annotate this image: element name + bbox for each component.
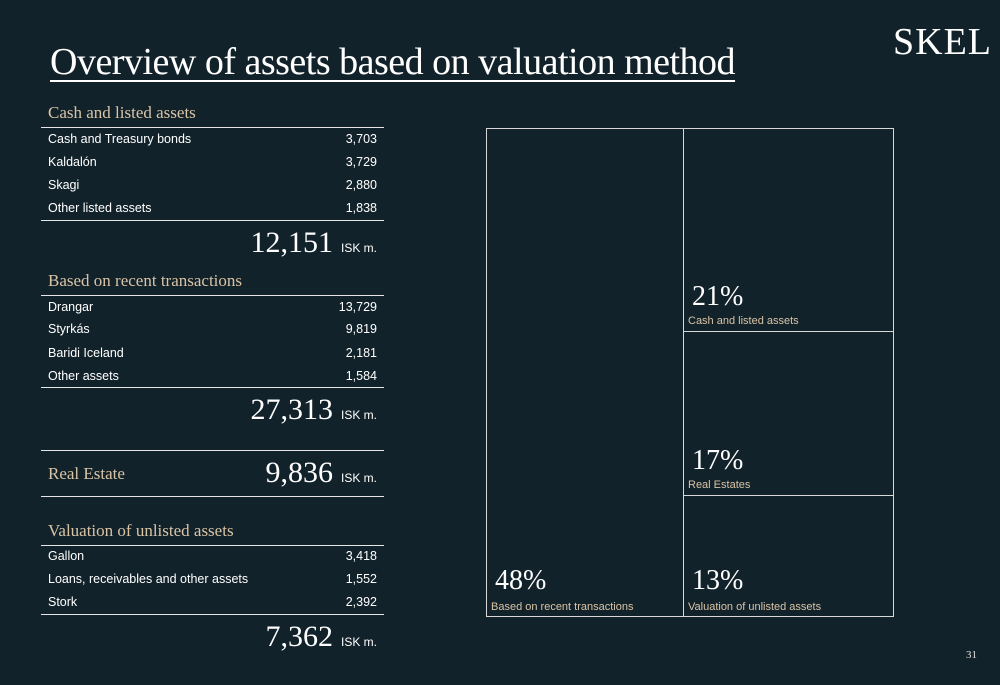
- row-label: Styrkás: [48, 322, 90, 336]
- row-value: 13,729: [338, 300, 377, 314]
- row-label: Drangar: [48, 300, 94, 314]
- divider: [41, 450, 384, 451]
- row-label: Skagi: [48, 178, 80, 192]
- total-unit: ISK m.: [340, 635, 377, 649]
- row-label: Gallon: [48, 549, 85, 563]
- row-label: Stork: [48, 595, 78, 609]
- table-row: Stork 2,392: [48, 591, 377, 613]
- real-estate-total: 9,836 ISK m.: [265, 456, 377, 490]
- table-row: Loans, receivables and other assets 1,55…: [48, 568, 377, 590]
- cash-section-title: Cash and listed assets: [48, 103, 196, 122]
- cell-label: Real Estates: [688, 479, 751, 491]
- total-unit: ISK m.: [340, 241, 377, 255]
- table-row: Kaldalón 3,729: [48, 151, 377, 173]
- table-row: Drangar 13,729: [48, 296, 377, 318]
- cash-total: 12,151 ISK m.: [250, 226, 377, 260]
- page-number: 31: [966, 649, 977, 661]
- row-value: 2,880: [345, 178, 377, 192]
- total-unit: ISK m.: [340, 471, 377, 485]
- row-label: Baridi Iceland: [48, 346, 124, 360]
- row-value: 3,729: [345, 155, 377, 169]
- cell-label: Based on recent transactions: [491, 601, 634, 613]
- divider: [41, 545, 384, 546]
- row-value: 1,552: [345, 572, 377, 586]
- total-unit: ISK m.: [340, 408, 377, 422]
- company-logo: SKEL: [893, 21, 992, 63]
- total-value: 12,151: [250, 226, 333, 259]
- recent-total: 27,313 ISK m.: [250, 393, 377, 427]
- treemap-cell-recent-transactions: 48% Based on recent transactions: [487, 129, 684, 616]
- page-title: Overview of assets based on valuation me…: [50, 41, 736, 83]
- row-label: Kaldalón: [48, 155, 97, 169]
- treemap-cell-unlisted: 13% Valuation of unlisted assets: [684, 496, 893, 616]
- table-row: Cash and Treasury bonds 3,703: [48, 128, 377, 150]
- total-value: 27,313: [250, 393, 333, 426]
- divider: [41, 220, 384, 221]
- unlisted-section-title: Valuation of unlisted assets: [48, 521, 234, 540]
- table-row: Other listed assets 1,838: [48, 197, 377, 219]
- row-value: 2,392: [345, 595, 377, 609]
- row-value: 1,838: [345, 201, 377, 215]
- total-value: 9,836: [265, 456, 333, 489]
- table-row: Skagi 2,880: [48, 174, 377, 196]
- cell-percent: 21%: [692, 281, 744, 312]
- recent-section-title: Based on recent transactions: [48, 271, 243, 290]
- row-label: Other assets: [48, 369, 119, 383]
- table-row: Baridi Iceland 2,181: [48, 342, 377, 364]
- divider: [41, 295, 384, 296]
- divider: [41, 387, 384, 388]
- table-row: Gallon 3,418: [48, 545, 377, 567]
- treemap-cell-real-estates: 17% Real Estates: [684, 332, 893, 496]
- cell-label: Cash and listed assets: [688, 315, 799, 327]
- unlisted-total: 7,362 ISK m.: [265, 620, 377, 654]
- treemap-cell-cash-listed: 21% Cash and listed assets: [684, 129, 893, 332]
- allocation-treemap: 48% Based on recent transactions 21% Cas…: [486, 128, 894, 617]
- row-value: 9,819: [345, 322, 377, 336]
- row-label: Cash and Treasury bonds: [48, 132, 192, 146]
- cell-percent: 17%: [692, 445, 744, 476]
- cell-percent: 48%: [495, 565, 547, 596]
- row-value: 3,703: [345, 132, 377, 146]
- divider: [41, 127, 384, 128]
- row-label: Loans, receivables and other assets: [48, 572, 249, 586]
- row-value: 1,584: [345, 369, 377, 383]
- divider: [41, 496, 384, 497]
- row-value: 2,181: [345, 346, 377, 360]
- cell-label: Valuation of unlisted assets: [688, 601, 822, 613]
- divider: [41, 614, 384, 615]
- row-label: Other listed assets: [48, 201, 152, 215]
- row-value: 3,418: [345, 549, 377, 563]
- table-row: Other assets 1,584: [48, 365, 377, 387]
- total-value: 7,362: [265, 620, 333, 653]
- cell-percent: 13%: [692, 565, 744, 596]
- real-estate-label: Real Estate: [48, 464, 125, 483]
- table-row: Styrkás 9,819: [48, 318, 377, 340]
